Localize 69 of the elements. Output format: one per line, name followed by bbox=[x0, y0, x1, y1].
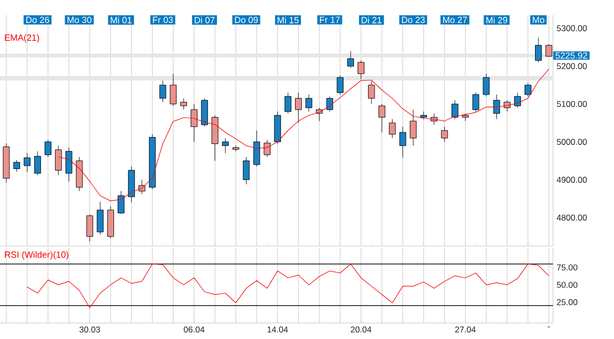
candlestick bbox=[118, 190, 124, 214]
x-tick-label: Fr 03 bbox=[153, 16, 173, 24]
candlestick bbox=[472, 92, 480, 112]
x-tick-label: - bbox=[548, 326, 550, 328]
x-tick-label: 06.04 bbox=[184, 326, 204, 333]
y-tick-label: 4900.00 bbox=[556, 176, 587, 183]
x-tick-label: Do 09 bbox=[235, 16, 258, 24]
candlestick bbox=[170, 73, 177, 106]
x-tick-label: Di 07 bbox=[194, 16, 215, 24]
candlestick bbox=[295, 92, 302, 124]
y-tick-label: 4800.00 bbox=[556, 214, 587, 221]
candlestick bbox=[34, 151, 41, 176]
candlestick bbox=[284, 92, 292, 114]
x-tick-label: Mi 29 bbox=[486, 16, 508, 24]
candlestick bbox=[358, 60, 364, 80]
candlestick bbox=[493, 94, 500, 120]
candlestick bbox=[514, 92, 521, 108]
y-tick-label: 5300.00 bbox=[556, 25, 587, 32]
candlestick bbox=[159, 80, 166, 102]
candlestick bbox=[452, 100, 458, 120]
y-tick-label: 75.00 bbox=[556, 264, 578, 270]
candlestick bbox=[482, 73, 490, 97]
x-tick-label: Mo bbox=[532, 16, 544, 23]
text: RSI (Wilder)(10) bbox=[4, 251, 68, 260]
x-tick-label: Mi 15 bbox=[278, 16, 299, 24]
text: EMA(21) bbox=[4, 34, 40, 43]
candlestick bbox=[399, 126, 406, 158]
candlestick bbox=[388, 118, 396, 138]
candlestick bbox=[13, 160, 20, 172]
y-tick-label: 50.00 bbox=[556, 282, 578, 288]
candlestick bbox=[336, 75, 344, 95]
candlestick bbox=[378, 104, 386, 133]
candlestick bbox=[55, 145, 62, 176]
x-tick-label: Mo 30 bbox=[68, 16, 92, 24]
candlestick bbox=[44, 140, 52, 158]
candlestick bbox=[190, 104, 198, 142]
candlestick bbox=[326, 96, 334, 112]
candlestick bbox=[264, 140, 270, 158]
candlestick bbox=[524, 82, 532, 97]
x-tick-label: 20.04 bbox=[350, 326, 372, 333]
candlestick bbox=[368, 81, 375, 104]
candlestick bbox=[347, 50, 354, 68]
candlestick bbox=[96, 201, 104, 235]
y-tick-label: 5100.00 bbox=[556, 101, 587, 107]
candlestick bbox=[86, 214, 94, 242]
x-tick-label: Mi 01 bbox=[110, 16, 132, 24]
y-tick-label: 5200.00 bbox=[556, 63, 587, 70]
candlestick bbox=[242, 156, 250, 185]
x-tick-label: 27.04 bbox=[455, 326, 476, 333]
candlestick bbox=[441, 126, 448, 142]
x-tick-label: Fr 17 bbox=[320, 16, 340, 23]
candlestick bbox=[305, 94, 312, 112]
band-label: 5225.92 bbox=[556, 52, 588, 59]
y-tick-label: 25.00 bbox=[556, 299, 578, 306]
candlestick bbox=[410, 109, 417, 146]
candlestick bbox=[535, 37, 542, 63]
candlestick bbox=[253, 130, 260, 167]
x-tick-label: Mo 27 bbox=[443, 16, 467, 24]
candlestick bbox=[65, 147, 72, 182]
candlestick bbox=[222, 138, 229, 154]
candlestick bbox=[545, 44, 552, 57]
x-tick-label: Do 23 bbox=[402, 16, 425, 24]
x-tick-label: Do 26 bbox=[26, 16, 50, 24]
y-tick-label: 5000.00 bbox=[556, 138, 587, 145]
x-tick-label: Di 21 bbox=[362, 16, 382, 24]
x-tick-label: 30.03 bbox=[79, 326, 100, 333]
x-tick-label: 14.04 bbox=[268, 326, 288, 333]
candlestick bbox=[180, 98, 188, 110]
candlestick bbox=[24, 152, 31, 172]
